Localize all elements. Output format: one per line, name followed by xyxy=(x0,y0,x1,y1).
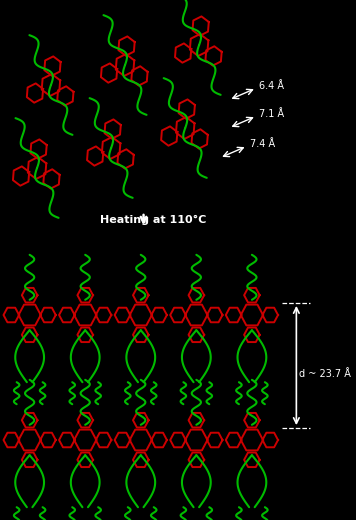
Text: d ~ 23.7 Å: d ~ 23.7 Å xyxy=(299,369,351,379)
Text: 6.4 Å: 6.4 Å xyxy=(259,81,284,91)
Text: 7.1 Å: 7.1 Å xyxy=(259,109,284,119)
Text: 7.4 Å: 7.4 Å xyxy=(250,139,275,149)
Text: Heating at 110°C: Heating at 110°C xyxy=(100,215,206,225)
